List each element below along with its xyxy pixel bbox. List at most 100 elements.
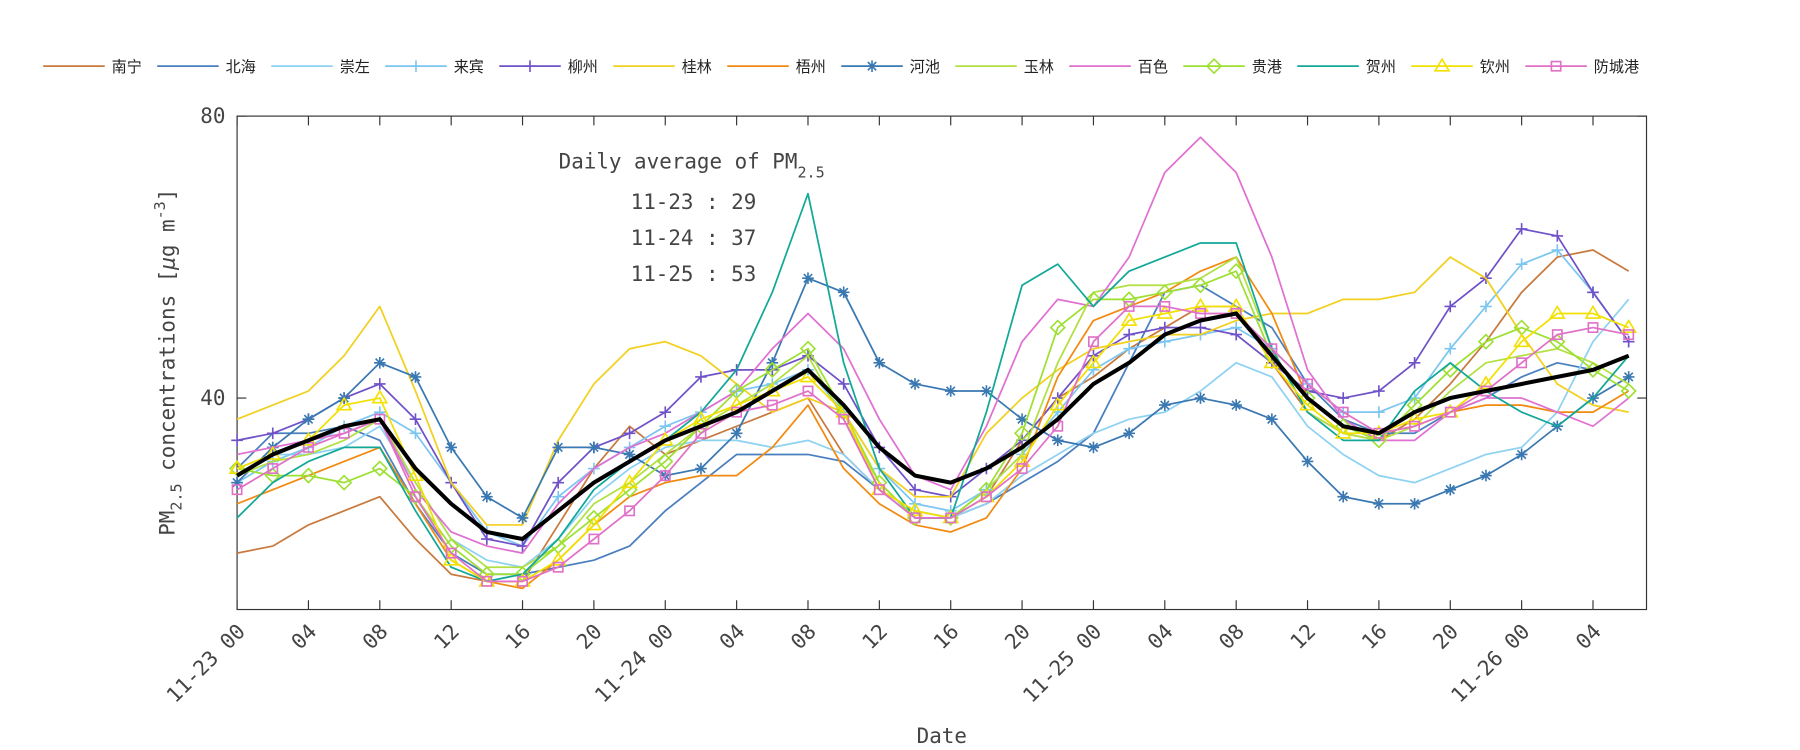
annotation-title: Daily average of PM2.5: [559, 149, 825, 181]
marker: [1477, 333, 1495, 350]
marker: [516, 540, 529, 552]
marker: [410, 491, 421, 503]
marker: [267, 463, 279, 474]
legend-label: 钦州: [1480, 58, 1510, 76]
marker: [1620, 382, 1637, 400]
y-label-sub: 2.5: [167, 483, 185, 510]
marker: [1123, 300, 1135, 312]
marker: [1334, 424, 1352, 439]
marker: [1192, 277, 1209, 294]
marker: [409, 371, 422, 383]
marker: [552, 490, 565, 503]
marker: [549, 551, 567, 566]
marker: [802, 385, 814, 397]
x-tick-label: 11-24 00: [590, 619, 678, 707]
marker: [1159, 321, 1171, 334]
marker: [1515, 448, 1528, 461]
y-axis-label: PM2.5 concentrations [μg m-3]: [151, 189, 185, 536]
marker: [373, 357, 386, 369]
marker: [944, 385, 957, 397]
marker: [837, 286, 850, 299]
marker: [1551, 329, 1563, 341]
x-tick-label: 12: [857, 619, 892, 654]
series-line: [236, 228, 1630, 547]
marker: [588, 533, 600, 545]
legend-label: 来宾: [454, 58, 484, 76]
marker: [1301, 455, 1314, 468]
x-tick-label: 11-23 00: [162, 619, 250, 707]
marker: [1444, 406, 1456, 418]
annotation-line: 11-24 : 37: [631, 226, 757, 250]
marker: [371, 389, 389, 404]
marker: [1016, 463, 1028, 474]
marker: [338, 427, 350, 439]
x-tick-label: 08: [786, 619, 821, 654]
marker: [1337, 406, 1349, 418]
marker: [1087, 441, 1100, 454]
marker: [336, 474, 353, 491]
marker: [1120, 311, 1138, 326]
marker: [1409, 420, 1421, 432]
series-line: [236, 305, 1629, 583]
marker: [409, 427, 422, 440]
x-tick-label: 04: [1571, 619, 1606, 654]
marker: [1302, 378, 1313, 390]
legend-marker: [410, 60, 422, 72]
y-label-part: μ: [155, 257, 179, 271]
marker: [909, 483, 921, 496]
marker: [231, 484, 243, 496]
marker: [1515, 223, 1528, 235]
x-tick-label: 20: [1000, 619, 1035, 654]
marker: [1230, 399, 1242, 411]
marker: [695, 371, 707, 383]
marker: [802, 272, 814, 285]
marker: [517, 575, 528, 587]
series-line: [236, 136, 1630, 555]
marker: [266, 427, 279, 440]
marker: [1159, 399, 1171, 411]
y-tick-label: 40: [200, 386, 225, 410]
marker: [659, 420, 672, 433]
marker: [728, 396, 746, 411]
marker: [1551, 230, 1564, 242]
marker: [1123, 427, 1135, 440]
x-tick-label: 16: [501, 619, 536, 654]
marker: [1480, 300, 1492, 313]
marker: [1159, 335, 1171, 348]
marker: [231, 476, 243, 489]
marker: [1337, 490, 1350, 503]
marker: [1337, 392, 1350, 404]
marker: [980, 491, 992, 503]
marker: [552, 441, 565, 454]
legend-label: 玉林: [1024, 58, 1054, 76]
legend-label: 桂林: [682, 58, 712, 76]
marker: [481, 575, 493, 587]
x-tick-label: 20: [1428, 619, 1463, 654]
annotation-line: 11-25 : 53: [631, 262, 757, 286]
x-tick-label: 04: [1143, 619, 1178, 654]
series-line: [236, 305, 1629, 583]
legend-marker: [1433, 57, 1451, 72]
marker: [692, 410, 710, 425]
series-line: [236, 256, 1629, 526]
annotation-line: 11-23 : 29: [631, 190, 757, 214]
y-label-part: g m: [155, 219, 179, 257]
legend-label: 贺州: [1366, 58, 1396, 76]
marker: [1584, 304, 1602, 319]
marker: [1194, 392, 1207, 404]
legend-label: 崇左: [340, 58, 370, 76]
plot-frame: [236, 115, 1648, 611]
x-tick-label: 12: [429, 619, 464, 654]
y-tick-label: 80: [200, 104, 225, 128]
marker: [1408, 357, 1421, 369]
legend-label: 柳州: [568, 58, 598, 76]
marker: [1444, 483, 1457, 496]
marker: [1195, 308, 1206, 319]
marker: [1156, 284, 1173, 301]
marker: [445, 547, 457, 559]
marker: [481, 533, 493, 545]
marker: [588, 441, 600, 454]
marker: [335, 396, 353, 411]
marker: [1408, 497, 1421, 510]
